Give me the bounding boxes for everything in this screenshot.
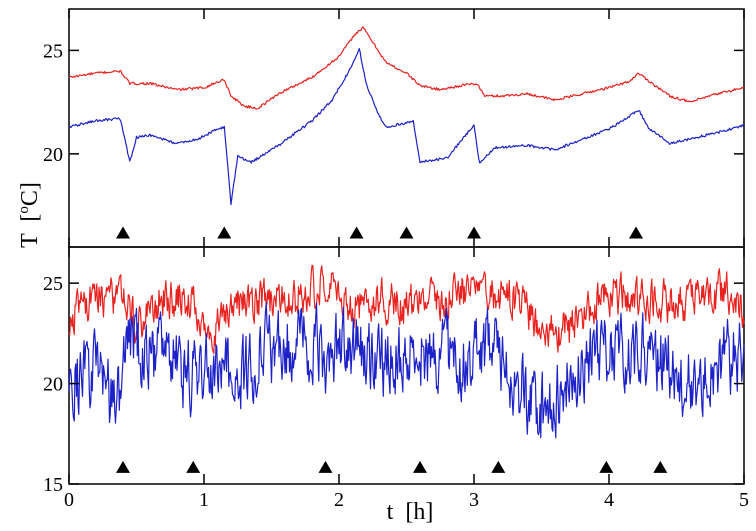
top-series-blue (68, 48, 745, 206)
x-tick-label: 4 (604, 489, 614, 511)
bottom-panel: 15 20 25 (43, 246, 745, 496)
bottom-series-red (68, 264, 745, 355)
bottom-event-marker (318, 460, 333, 473)
x-tick-label: 3 (469, 489, 479, 511)
y-axis-title: T [oC] (16, 182, 43, 248)
x-tick-label: 2 (334, 489, 344, 511)
y-axis-title-sup: o (16, 206, 32, 214)
top-panel-markers (116, 226, 643, 239)
bottom-event-marker (653, 460, 668, 473)
bottom-panel-y-ticks: 15 20 25 (43, 273, 744, 496)
bottom-event-marker (599, 460, 614, 473)
bottom-panel-frame (68, 246, 745, 485)
top-panel-traces (68, 26, 745, 206)
top-panel-frame (68, 8, 745, 248)
y-axis-title-end: C] (17, 182, 43, 206)
top-event-marker (467, 226, 481, 239)
top-event-marker (399, 226, 414, 239)
bottom-event-marker (491, 460, 506, 473)
top-y-tick-label: 25 (43, 40, 63, 62)
bottom-y-tick-label: 15 (43, 474, 63, 496)
bottom-event-marker (413, 460, 427, 473)
top-event-marker (116, 226, 130, 239)
bottom-y-tick-label: 25 (43, 273, 63, 295)
top-event-marker (629, 226, 643, 239)
bottom-y-tick-label: 20 (43, 374, 63, 396)
x-tick-label: 1 (199, 489, 209, 511)
bottom-event-marker (116, 460, 130, 473)
top-series-red (68, 26, 745, 110)
bottom-event-marker (186, 460, 201, 473)
bottom-panel-markers (116, 460, 668, 473)
bottom-panel-traces (68, 264, 745, 439)
x-axis-title: t [h] (387, 499, 434, 525)
bottom-series-blue (68, 302, 745, 439)
top-y-tick-label: 20 (43, 144, 63, 166)
x-axis: 0 1 2 3 4 5 (64, 9, 749, 511)
x-tick-label: 0 (64, 489, 74, 511)
top-event-marker (349, 226, 364, 239)
y-axis-title-main: T [ (17, 214, 43, 248)
x-tick-label: 5 (739, 489, 749, 511)
top-event-marker (217, 226, 232, 239)
